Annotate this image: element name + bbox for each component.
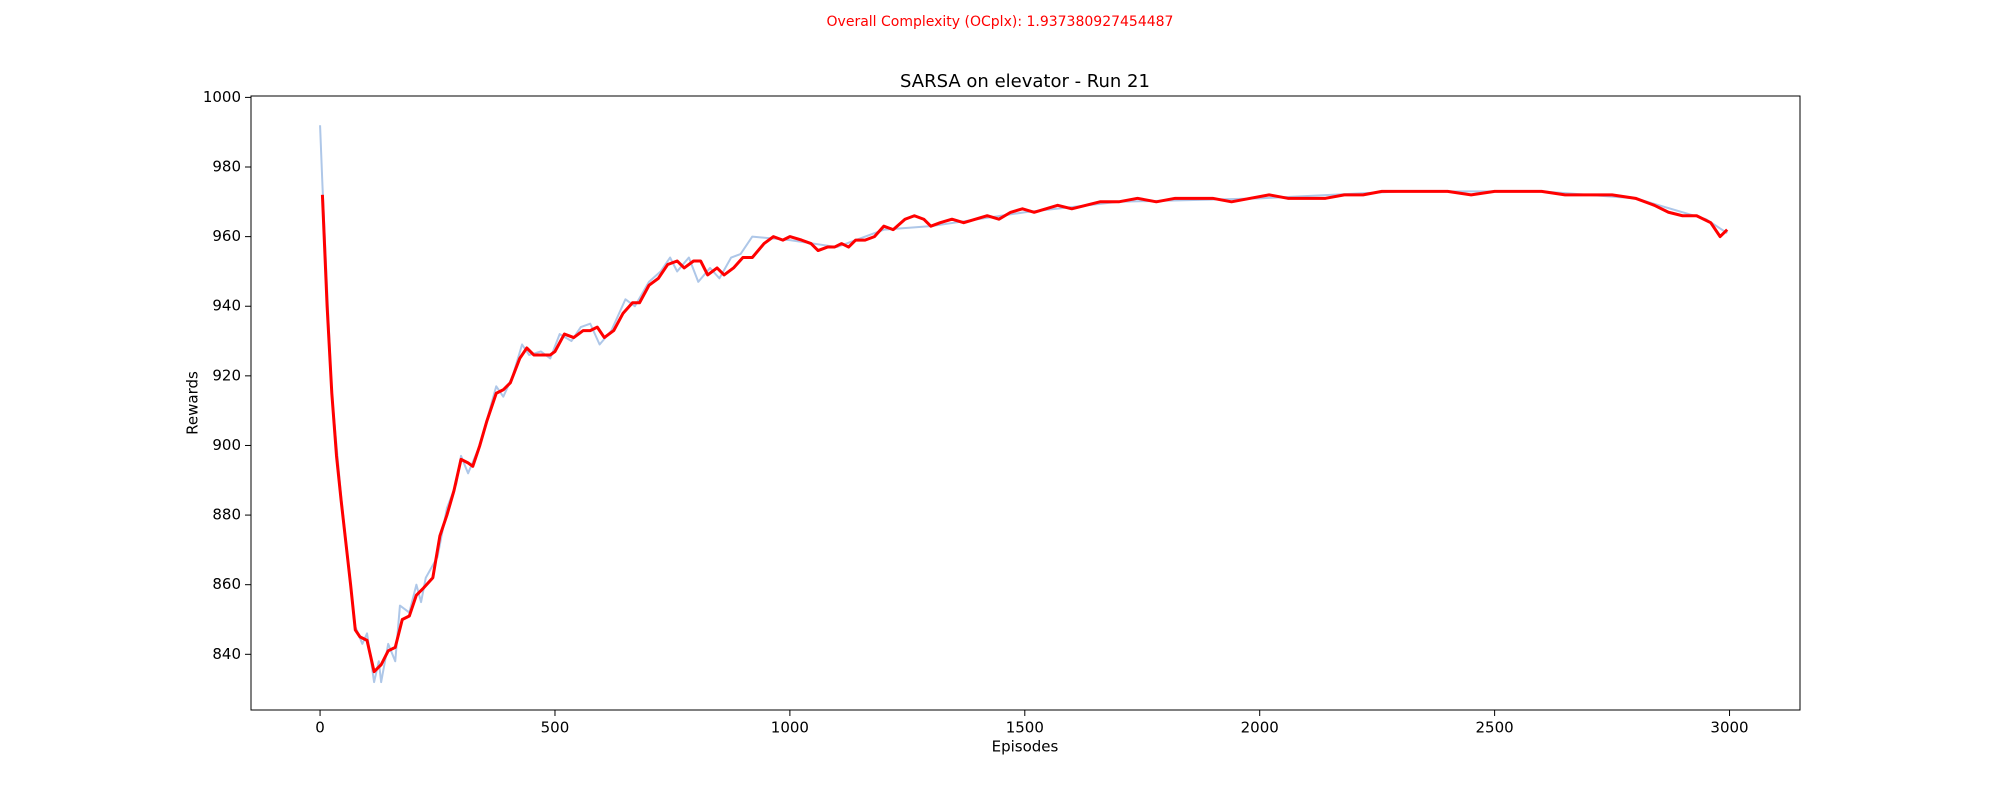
y-tick-label: 860 [212,575,241,593]
x-tick-label: 500 [541,719,570,737]
y-tick-label: 1000 [203,88,241,106]
y-tick-label: 880 [212,506,241,524]
suptitle: Overall Complexity (OCplx): 1.9373809274… [827,14,1174,30]
x-tick-label: 1000 [771,719,809,737]
x-tick-label: 1500 [1006,719,1044,737]
y-tick-label: 900 [212,436,241,454]
y-tick-label: 960 [212,227,241,245]
chart-title: SARSA on elevator - Run 21 [900,71,1150,92]
x-tick-label: 0 [315,719,325,737]
y-tick-label: 940 [212,297,241,315]
y-tick-label: 840 [212,645,241,663]
y-tick-label: 980 [212,158,241,176]
x-tick-label: 2500 [1476,719,1514,737]
y-axis-label: Rewards [184,371,202,435]
y-tick-label: 920 [212,366,241,384]
x-tick-label: 2000 [1241,719,1279,737]
plot-frame [250,95,1801,711]
x-axis-label: Episodes [992,738,1059,756]
x-tick-label: 3000 [1710,719,1748,737]
series-line [320,189,1729,674]
